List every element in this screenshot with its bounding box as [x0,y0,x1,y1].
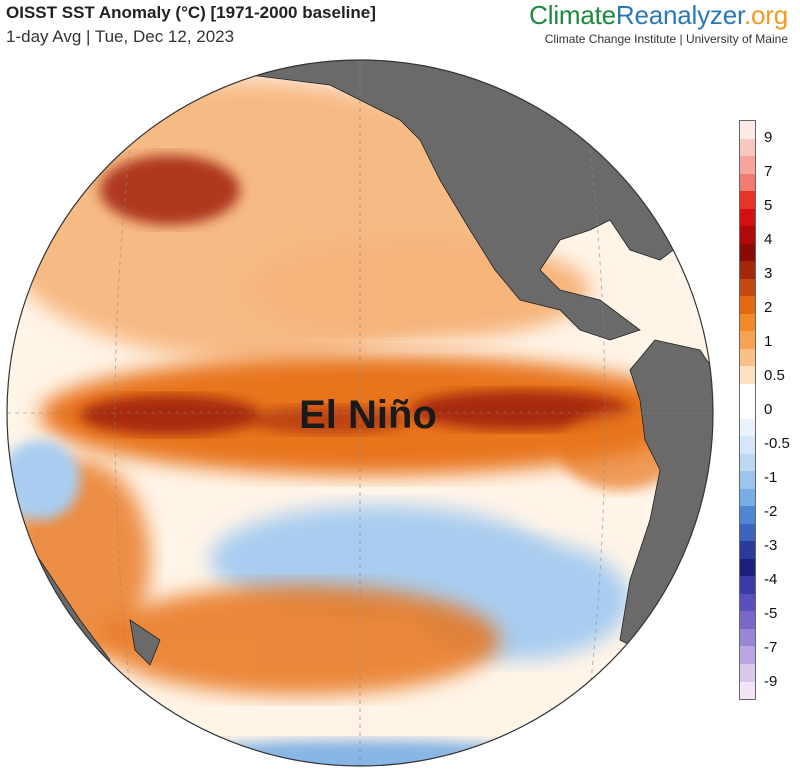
colorbar-segment [740,611,755,629]
colorbar-segment [740,278,755,297]
graticule-meridian-east [589,149,606,691]
colorbar-segment [740,191,755,209]
brand-logo-part-1: Climate [529,0,616,30]
colorbar-segment [740,593,755,612]
colorbar-segment [740,436,755,454]
colorbar-segment [740,313,755,332]
colorbar-segment [740,628,755,647]
colorbar-tick-label: 3 [764,265,773,282]
colorbar-tick-label: -9 [764,673,778,690]
colorbar-segment [740,261,755,279]
colorbar-tick-label: 7 [764,163,773,180]
brand-logo[interactable]: ClimateReanalyzer.org [529,0,788,31]
colorbar-tick-label: 1 [764,333,773,350]
graticule-meridian-west [114,149,131,691]
el-nino-label: El Niño [299,393,437,437]
colorbar-segment [740,663,755,682]
colorbar-tick-label: -3 [764,537,778,554]
colorbar-segment [740,453,755,472]
colorbar-tick-label: 0.5 [764,367,785,384]
colorbar-tick-label: 9 [764,129,773,146]
colorbar-segment [740,401,755,419]
colorbar-segment [740,226,755,244]
colorbar-segment [740,558,755,577]
colorbar-tick-label: 5 [764,197,773,214]
colorbar-tick-label: 2 [764,299,773,316]
colorbar-tick-label: -4 [764,571,778,588]
colorbar-segment [740,366,755,384]
chart-title: OISST SST Anomaly (°C) [1971-2000 baseli… [6,3,376,22]
brand-logo-part-3: .org [743,0,788,30]
chart-subtitle: 1-day Avg | Tue, Dec 12, 2023 [6,27,235,46]
colorbar-tick-label: -1 [764,469,778,486]
globe-layer [7,60,713,766]
colorbar-tick-label: -7 [764,639,778,656]
colorbar-segment [740,541,755,559]
colorbar-tick-label: -2 [764,503,778,520]
colorbar-segment [740,646,755,664]
colorbar-segment [740,506,755,524]
anomaly-patch-south-warm [100,585,500,695]
anomaly-patch-equator-east [410,390,630,430]
colorbar-segment [740,331,755,349]
colorbar-segment [740,523,755,542]
colorbar-segment [740,208,755,227]
colorbar-segment [740,576,755,594]
brand-logo-part-2: Reanalyzer [615,0,744,30]
anomaly-patch-west-cool [7,440,80,520]
colorbar-segment [740,138,755,157]
colorbar-segment [740,173,755,192]
colorbar-segment [740,471,755,489]
colorbar-segment [740,296,755,314]
anomaly-patch-north-core [100,155,240,225]
brand-affiliation: Climate Change Institute | University of… [544,32,788,46]
colorbar-tick-label: 4 [764,231,773,248]
colorbar-segment [740,681,755,700]
colorbar-segment [740,121,755,139]
colorbar-segment [740,488,755,507]
colorbar-segment [740,418,755,437]
globe-outline [6,59,714,767]
colorbar-tick-label: 0 [764,401,773,418]
land-new-zealand [129,619,161,666]
colorbar-tick-label: -0.5 [764,435,790,452]
colorbar-segment [740,243,755,262]
colorbar-segment [740,156,755,174]
colorbar-legend [739,120,756,700]
colorbar-segment [740,383,755,402]
colorbar-segment [740,348,755,367]
colorbar-tick-label: -5 [764,605,778,622]
anomaly-patch-equator-west [80,395,260,435]
